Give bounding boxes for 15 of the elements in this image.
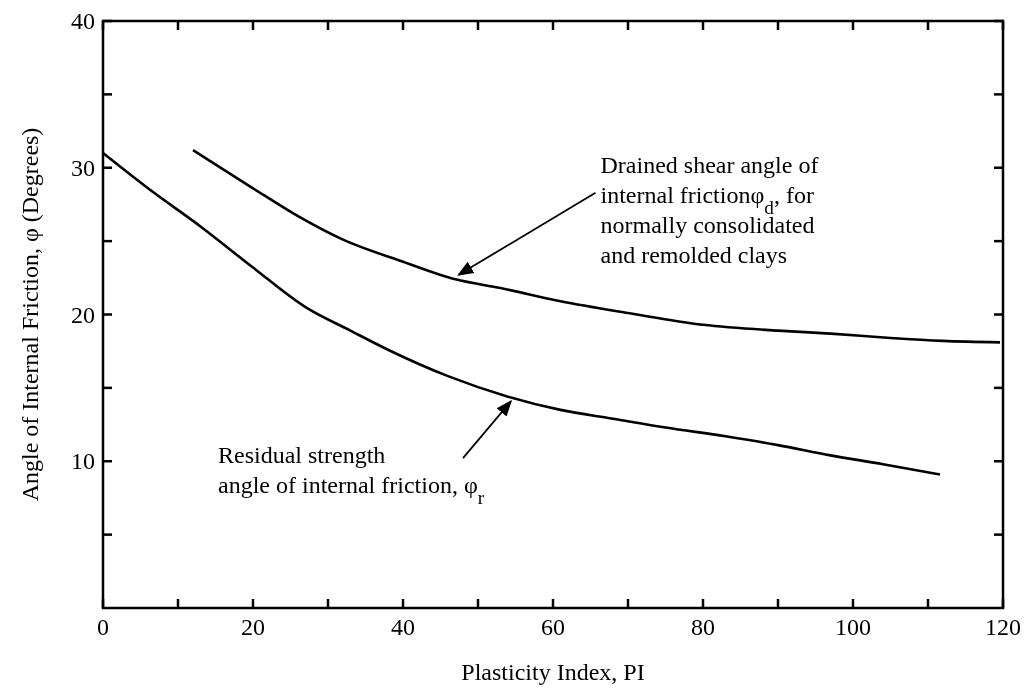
x-tick-label: 40 [391, 614, 415, 640]
x-axis-title: Plasticity Index, PI [461, 659, 645, 685]
y-tick-label: 20 [71, 301, 95, 328]
y-tick-label: 30 [71, 154, 95, 181]
y-tick-label: 10 [71, 448, 95, 475]
x-tick-label: 120 [985, 614, 1021, 640]
x-tick-label: 20 [241, 614, 265, 640]
annotation: Drained shear angle of internal frictionφ$_{d}$, for normally consolidated and remolded clays [600, 151, 819, 268]
x-tick-label: 60 [541, 614, 565, 640]
y-axis-title: Angle of Internal Friction, φ (Degrees) [17, 127, 43, 502]
x-tick-label: 80 [691, 614, 715, 640]
annotation: Residual strength angle of internal friction, φ$_{r}$ [218, 442, 485, 508]
x-tick-label: 100 [835, 614, 871, 640]
y-tick-label: 40 [71, 8, 95, 34]
x-tick-label: 0 [97, 614, 109, 640]
